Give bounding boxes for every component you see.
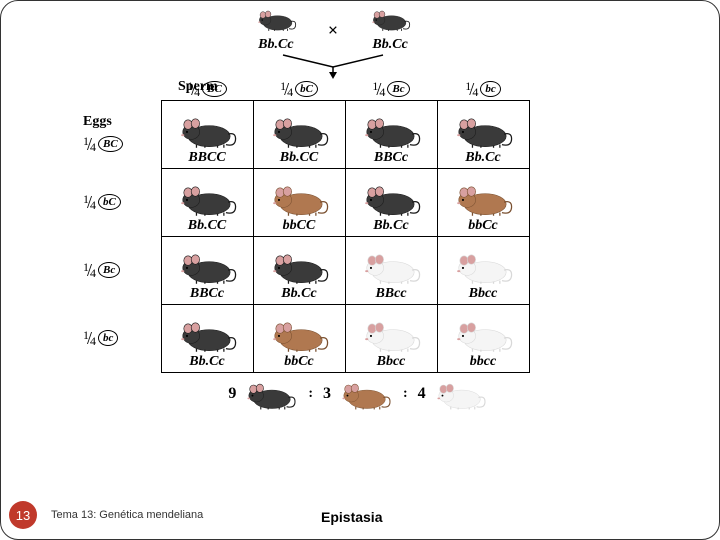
parent-cross-row: Bb.Cc × Bb.Cc [83, 7, 583, 53]
allele-label: Bc [98, 262, 120, 278]
mouse-icon [175, 181, 239, 217]
punnett-cell: BBCc [345, 100, 437, 168]
allele-label: bc [480, 81, 500, 97]
punnett-cell: Bb.Cc [161, 304, 253, 372]
fraction-one-quarter: 1/4 [372, 79, 385, 100]
ratio-item-brown: 3 [323, 379, 393, 410]
cross-symbol: × [328, 20, 338, 41]
mouse-icon [432, 379, 488, 410]
mouse-icon [175, 113, 239, 149]
col-header-1: 1/4bC [253, 79, 345, 100]
mouse-icon [254, 7, 298, 32]
cell-genotype: BBCc [374, 150, 408, 166]
punnett-cell: Bbcc [437, 236, 529, 304]
mouse-icon [368, 7, 412, 32]
fraction-one-quarter: 1/4 [280, 79, 293, 100]
punnett-square: Eggs1/4BC BBCC Bb.CC BBCc [83, 100, 530, 373]
cell-genotype: bbCC [283, 218, 316, 234]
col-header-3: 1/4bc [437, 79, 529, 100]
mouse-icon [242, 379, 298, 410]
ratio-item-white: 4 [418, 379, 488, 410]
punnett-cell: bbCC [253, 168, 345, 236]
mouse-icon [267, 113, 331, 149]
cell-genotype: Bb.CC [188, 218, 227, 234]
punnett-cell: Bb.CC [253, 100, 345, 168]
mouse-icon [359, 249, 423, 285]
mouse-icon [451, 249, 515, 285]
allele-label: bC [295, 81, 318, 97]
cell-genotype: bbCc [468, 218, 498, 234]
mouse-icon [267, 317, 331, 353]
parent-right-genotype: Bb.Cc [372, 37, 407, 53]
punnett-cell: BBCc [161, 236, 253, 304]
punnett-cell: Bbcc [345, 304, 437, 372]
punnett-cell: Bb.Cc [345, 168, 437, 236]
punnett-cell: bbCc [437, 168, 529, 236]
allele-label: bC [98, 194, 121, 210]
cell-genotype: Bbcc [469, 286, 498, 302]
punnett-cell: bbcc [437, 304, 529, 372]
mouse-icon [267, 249, 331, 285]
parent-left: Bb.Cc [254, 7, 298, 53]
chapter-title: Tema 13: Genética mendeliana [51, 509, 203, 521]
fraction-one-quarter: 1/4 [83, 260, 96, 281]
cell-genotype: Bb.Cc [373, 218, 408, 234]
cell-genotype: BBCC [188, 150, 225, 166]
mouse-icon [337, 379, 393, 410]
slide-number-badge: 13 [9, 501, 37, 529]
punnett-cell: bbCc [253, 304, 345, 372]
parent-left-genotype: Bb.Cc [258, 37, 293, 53]
cell-genotype: BBcc [375, 286, 406, 302]
ratio-item-black: 9 [228, 379, 298, 410]
cross-arrow [83, 55, 583, 79]
eggs-axis-label: Eggs [83, 114, 153, 130]
ratio-count: 3 [323, 385, 331, 403]
diagram-container: Bb.Cc × Bb.Cc Sperm 1/4BC1/4bC1/4Bc1/4bc… [83, 7, 583, 410]
slide-topic: Epistasia [321, 509, 382, 525]
allele-label: BC [98, 136, 123, 152]
mouse-icon [451, 181, 515, 217]
ratio-separator: : [308, 386, 313, 402]
cell-genotype: Bb.Cc [281, 286, 316, 302]
punnett-cell: Bb.Cc [253, 236, 345, 304]
slide-footer: 13 Tema 13: Genética mendeliana [9, 501, 203, 529]
mouse-icon [359, 181, 423, 217]
cell-genotype: Bb.CC [280, 150, 319, 166]
mouse-icon [175, 317, 239, 353]
mouse-icon [451, 113, 515, 149]
mouse-icon [267, 181, 331, 217]
allele-label: bc [98, 330, 118, 346]
phenotype-ratio: 9 :3 :4 [133, 379, 583, 410]
ratio-count: 9 [228, 385, 236, 403]
mouse-icon [451, 317, 515, 353]
cell-genotype: bbCc [284, 354, 314, 370]
mouse-icon [175, 249, 239, 285]
fraction-one-quarter: 1/4 [83, 134, 96, 155]
cell-genotype: Bb.Cc [189, 354, 224, 370]
col-header-2: 1/4Bc [345, 79, 437, 100]
row-header-3: 1/4bc [83, 304, 161, 372]
punnett-cell: Bb.Cc [437, 100, 529, 168]
parent-right: Bb.Cc [368, 7, 412, 53]
cell-genotype: Bb.Cc [465, 150, 500, 166]
row-header-0: Eggs 1/4BC [83, 100, 161, 168]
mouse-icon [359, 113, 423, 149]
row-header-2: 1/4Bc [83, 236, 161, 304]
mouse-icon [359, 317, 423, 353]
punnett-cell: BBcc [345, 236, 437, 304]
cell-genotype: BBCc [190, 286, 224, 302]
ratio-count: 4 [418, 385, 426, 403]
cell-genotype: bbcc [470, 354, 496, 370]
ratio-separator: : [403, 386, 408, 402]
row-header-1: 1/4bC [83, 168, 161, 236]
fraction-one-quarter: 1/4 [83, 192, 96, 213]
cell-genotype: Bbcc [377, 354, 406, 370]
punnett-cell: Bb.CC [161, 168, 253, 236]
fraction-one-quarter: 1/4 [465, 79, 478, 100]
allele-label: Bc [387, 81, 409, 97]
fraction-one-quarter: 1/4 [83, 328, 96, 349]
punnett-cell: BBCC [161, 100, 253, 168]
